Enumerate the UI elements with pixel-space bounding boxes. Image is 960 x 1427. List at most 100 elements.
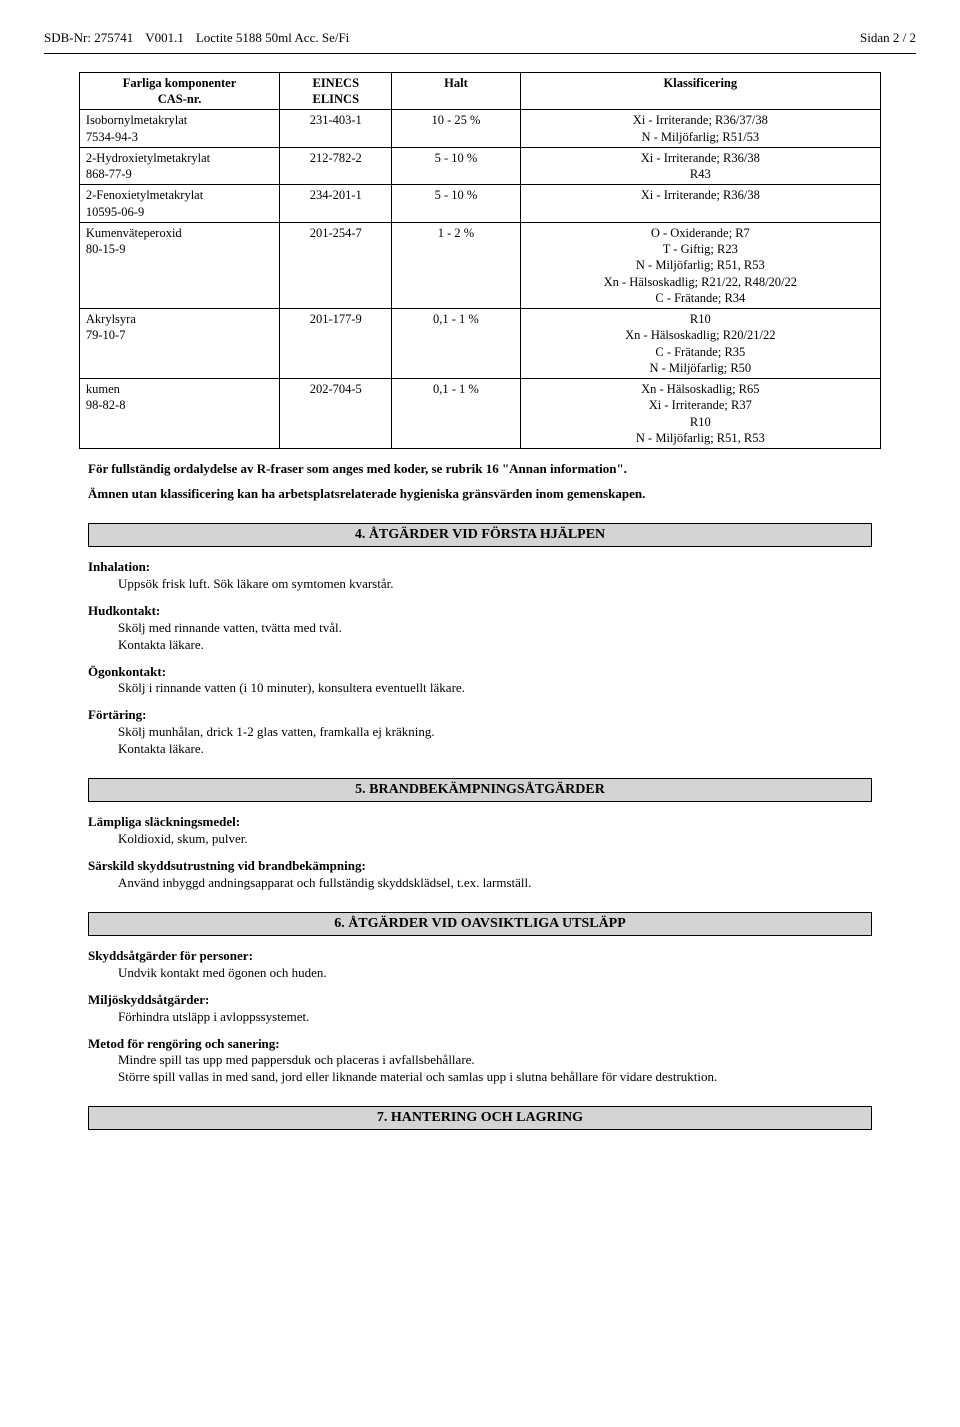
section-5-block: Särskild skyddsutrustning vid brandbekäm… (88, 858, 872, 892)
cas-number: 80-15-9 (86, 242, 126, 256)
section-4-title: 4. ÅTGÄRDER VID FÖRSTA HJÄLPEN (88, 523, 872, 547)
section-4-block: Förtäring:Skölj munhålan, drick 1-2 glas… (88, 707, 872, 758)
klass-line: R10 (690, 312, 711, 326)
klass-line: N - Miljöfarlig; R50 (649, 361, 751, 375)
block-line: Skölj munhålan, drick 1-2 glas vatten, f… (118, 724, 872, 741)
klass-line: Xn - Hälsoskadlig; R65 (641, 382, 759, 396)
component-name: 2-Fenoxietylmetakrylat (86, 188, 203, 202)
einecs-cell: 201-254-7 (280, 222, 392, 308)
th-elincs-label: ELINCS (312, 92, 359, 106)
component-name: Akrylsyra (86, 312, 136, 326)
einecs-cell: 212-782-2 (280, 147, 392, 185)
th-halt: Halt (392, 72, 520, 110)
klass-cell: O - Oxiderande; R7T - Giftig; R23N - Mil… (520, 222, 881, 308)
section-6-block: Miljöskyddsåtgärder:Förhindra utsläpp i … (88, 992, 872, 1026)
cas-number: 79-10-7 (86, 328, 126, 342)
header-left: SDB-Nr: 275741 V001.1 Loctite 5188 50ml … (44, 30, 349, 47)
component-cell: Kumenväteperoxid 80-15-9 (79, 222, 279, 308)
block-line: Koldioxid, skum, pulver. (118, 831, 872, 848)
klass-line: Xi - Irriterande; R36/38 (641, 151, 760, 165)
block-title: Särskild skyddsutrustning vid brandbekäm… (88, 858, 872, 875)
component-cell: 2-Hydroxietylmetakrylat 868-77-9 (79, 147, 279, 185)
klass-cell: Xi - Irriterande; R36/38 R43 (520, 147, 881, 185)
section-4-block: Inhalation:Uppsök frisk luft. Sök läkare… (88, 559, 872, 593)
cas-number: 7534-94-3 (86, 130, 138, 144)
einecs-cell: 201-177-9 (280, 309, 392, 379)
table-row: kumen98-82-8202-704-50,1 - 1 %Xn - Hälso… (79, 379, 880, 449)
block-title: Lämpliga släckningsmedel: (88, 814, 872, 831)
section-6-block: Metod för rengöring och sanering:Mindre … (88, 1036, 872, 1087)
cas-number: 868-77-9 (86, 167, 132, 181)
section-7-title: 7. HANTERING OCH LAGRING (88, 1106, 872, 1130)
component-cell: Isobornylmetakrylat 7534-94-3 (79, 110, 279, 148)
block-line: Skölj med rinnande vatten, tvätta med tv… (118, 620, 872, 637)
component-cell: Akrylsyra 79-10-7 (79, 309, 279, 379)
cas-number: 10595-06-9 (86, 205, 144, 219)
th-einecs-label: EINECS (312, 76, 359, 90)
section-6-block: Skyddsåtgärder för personer:Undvik konta… (88, 948, 872, 982)
header-rule (44, 53, 916, 54)
note-r-phrases: För fullständig ordalydelse av R-fraser … (88, 461, 872, 478)
table-row: Kumenväteperoxid80-15-9201-254-71 - 2 %O… (79, 222, 880, 308)
component-name: Kumenväteperoxid (86, 226, 182, 240)
klass-line: C - Frätande; R34 (655, 291, 745, 305)
klass-line: Xi - Irriterande; R36/37/38 (633, 113, 768, 127)
klass-line: N - Miljöfarlig; R51, R53 (636, 431, 765, 445)
th-klass: Klassificering (520, 72, 881, 110)
block-title: Skyddsåtgärder för personer: (88, 948, 872, 965)
th-components: Farliga komponenter CAS-nr. (79, 72, 279, 110)
halt-cell: 0,1 - 1 % (392, 379, 520, 449)
klass-line: N - Miljöfarlig; R51/53 (641, 130, 759, 144)
block-line: Undvik kontakt med ögonen och huden. (118, 965, 872, 982)
block-title: Ögonkontakt: (88, 664, 872, 681)
block-line: Skölj i rinnande vatten (i 10 minuter), … (118, 680, 872, 697)
klass-line: N - Miljöfarlig; R51, R53 (636, 258, 765, 272)
table-header-row: Farliga komponenter CAS-nr. EINECS ELINC… (79, 72, 880, 110)
th-einecs: EINECS ELINCS (280, 72, 392, 110)
klass-line: C - Frätande; R35 (655, 345, 745, 359)
klass-line: R43 (690, 167, 711, 181)
section-5-title: 5. BRANDBEKÄMPNINGSÅTGÄRDER (88, 778, 872, 802)
th-cas-label: CAS-nr. (158, 92, 202, 106)
section-5-block: Lämpliga släckningsmedel:Koldioxid, skum… (88, 814, 872, 848)
einecs-cell: 202-704-5 (280, 379, 392, 449)
block-title: Metod för rengöring och sanering: (88, 1036, 872, 1053)
klass-cell: R10 Xn - Hälsoskadlig; R20/21/22 C - Fräta… (520, 309, 881, 379)
th-components-label: Farliga komponenter (123, 76, 237, 90)
block-title: Inhalation: (88, 559, 872, 576)
page-number: Sidan 2 / 2 (860, 30, 916, 47)
block-line: Använd inbyggd andningsapparat och fulls… (118, 875, 872, 892)
block-line: Förhindra utsläpp i avloppssystemet. (118, 1009, 872, 1026)
component-cell: kumen98-82-8 (79, 379, 279, 449)
halt-cell: 5 - 10 % (392, 185, 520, 223)
einecs-cell: 234-201-1 (280, 185, 392, 223)
klass-line: Xn - Hälsoskadlig; R21/22, R48/20/22 (604, 275, 797, 289)
component-name: 2-Hydroxietylmetakrylat (86, 151, 210, 165)
table-row: 2-Hydroxietylmetakrylat 868-77-9 212-782-2… (79, 147, 880, 185)
table-row: Isobornylmetakrylat7534-94-3231-403-110 … (79, 110, 880, 148)
klass-cell: Xi - Irriterande; R36/38 (520, 185, 881, 223)
component-name: kumen (86, 382, 120, 396)
block-line: Kontakta läkare. (118, 637, 872, 654)
block-line: Mindre spill tas upp med pappersduk och … (118, 1052, 872, 1069)
halt-cell: 0,1 - 1 % (392, 309, 520, 379)
klass-line: Xi - Irriterande; R36/38 (641, 188, 760, 202)
component-name: Isobornylmetakrylat (86, 113, 187, 127)
klass-line: Xi - Irriterande; R37 (649, 398, 752, 412)
klass-line: O - Oxiderande; R7 (651, 226, 750, 240)
klass-cell: Xn - Hälsoskadlig; R65 Xi - Irriterande; … (520, 379, 881, 449)
section-4-block: Ögonkontakt:Skölj i rinnande vatten (i 1… (88, 664, 872, 698)
page-header: SDB-Nr: 275741 V001.1 Loctite 5188 50ml … (44, 30, 916, 47)
halt-cell: 10 - 25 % (392, 110, 520, 148)
version: V001.1 (145, 30, 184, 47)
klass-line: Xn - Hälsoskadlig; R20/21/22 (625, 328, 775, 342)
note-hygiene-limits: Ämnen utan klassificering kan ha arbetsp… (88, 486, 872, 503)
block-title: Förtäring: (88, 707, 872, 724)
block-line: Uppsök frisk luft. Sök läkare om symtome… (118, 576, 872, 593)
block-title: Miljöskyddsåtgärder: (88, 992, 872, 1009)
block-title: Hudkontakt: (88, 603, 872, 620)
block-line: Kontakta läkare. (118, 741, 872, 758)
section-4-block: Hudkontakt:Skölj med rinnande vatten, tv… (88, 603, 872, 654)
klass-cell: Xi - Irriterande; R36/37/38 N - Miljöfarl… (520, 110, 881, 148)
section-6-title: 6. ÅTGÄRDER VID OAVSIKTLIGA UTSLÄPP (88, 912, 872, 936)
